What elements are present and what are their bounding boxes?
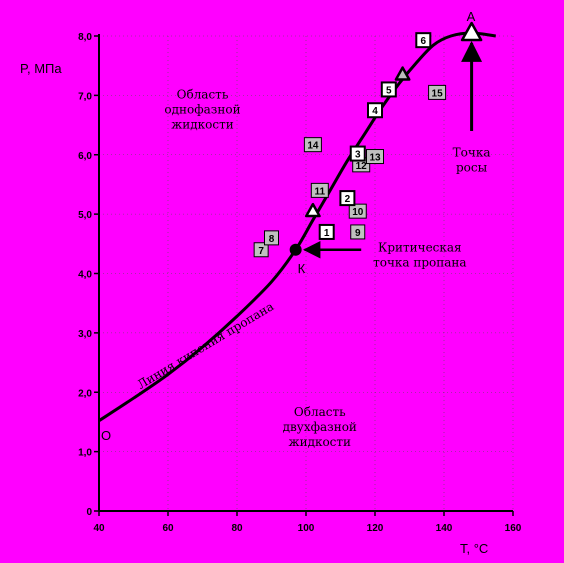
curve-triangle-marker [394, 66, 411, 81]
x-tick-label: 140 [436, 523, 453, 534]
gray-point [348, 203, 367, 219]
gray-point-label: 7 [258, 246, 264, 257]
x-tick-label: 120 [367, 523, 384, 534]
white-point-label: 4 [372, 106, 378, 117]
two-phase-region-label: Область [294, 405, 346, 419]
single-phase-region-label: жидкости [171, 117, 234, 131]
x-tick-label: 160 [505, 523, 522, 534]
gray-point [253, 242, 269, 258]
boiling-line-label: Линия кипения пропана [135, 299, 276, 392]
y-tick-label: 6,0 [78, 151, 92, 162]
white-point-label: 2 [345, 194, 351, 205]
curve-triangle-marker [305, 202, 321, 218]
gray-point [310, 182, 329, 198]
white-point-label: 1 [324, 228, 330, 239]
critical-text: Критическая [378, 241, 462, 255]
x-tick-label: 60 [162, 523, 174, 534]
white-point [380, 81, 397, 98]
y-tick-label: 7,0 [78, 91, 92, 102]
gray-point-label: 13 [369, 153, 381, 164]
gray-point [350, 224, 366, 240]
y-tick-label: 4,0 [78, 270, 92, 281]
y-tick-label: 5,0 [78, 210, 92, 221]
gray-point-label: 8 [269, 234, 275, 245]
y-tick-label: 1,0 [78, 448, 92, 459]
gray-point-label: 15 [432, 88, 444, 99]
white-point [415, 32, 432, 49]
dew-text: Точка [453, 146, 491, 160]
white-point [349, 145, 366, 162]
gray-point [264, 230, 279, 246]
dew-text: росы [456, 161, 488, 175]
x-tick-label: 100 [298, 523, 315, 534]
x-tick-label: 40 [93, 523, 105, 534]
gray-point-label: 14 [307, 141, 319, 152]
single-phase-region-label: однофазной [164, 102, 240, 116]
y-tick-label: 3,0 [78, 329, 92, 340]
gray-point-label: 11 [315, 186, 326, 197]
x-tick-label: 80 [231, 523, 243, 534]
gray-point-label: 10 [352, 207, 364, 218]
y-axis-title: P, МПа [20, 61, 62, 76]
origin-label: О [101, 428, 111, 443]
critical-point-label: К [298, 261, 306, 276]
white-point-label: 3 [355, 150, 361, 161]
white-point [367, 102, 383, 119]
two-phase-region-label: жидкости [289, 435, 352, 449]
dew-point-marker [460, 21, 483, 42]
critical-point-marker [289, 243, 302, 256]
dew-point-label: А [467, 9, 476, 24]
white-point [318, 223, 335, 240]
y-tick-label: 2,0 [78, 388, 92, 399]
critical-text: точка пропана [373, 256, 466, 270]
white-point-label: 5 [386, 85, 392, 96]
y-tick-label: 0 [86, 507, 92, 518]
boiling-curve [98, 31, 496, 423]
gray-point [303, 137, 322, 153]
two-phase-region-label: двухфазной [283, 420, 357, 434]
gray-point-label: 12 [356, 161, 368, 172]
single-phase-region-label: Область [177, 87, 229, 101]
x-axis-title: T, °C [460, 541, 488, 556]
white-point-label: 6 [421, 36, 427, 47]
gray-point [428, 84, 447, 100]
gray-point-label: 9 [355, 228, 361, 239]
y-tick-label: 8,0 [78, 32, 92, 43]
white-point [339, 190, 356, 207]
gray-point [366, 149, 384, 165]
